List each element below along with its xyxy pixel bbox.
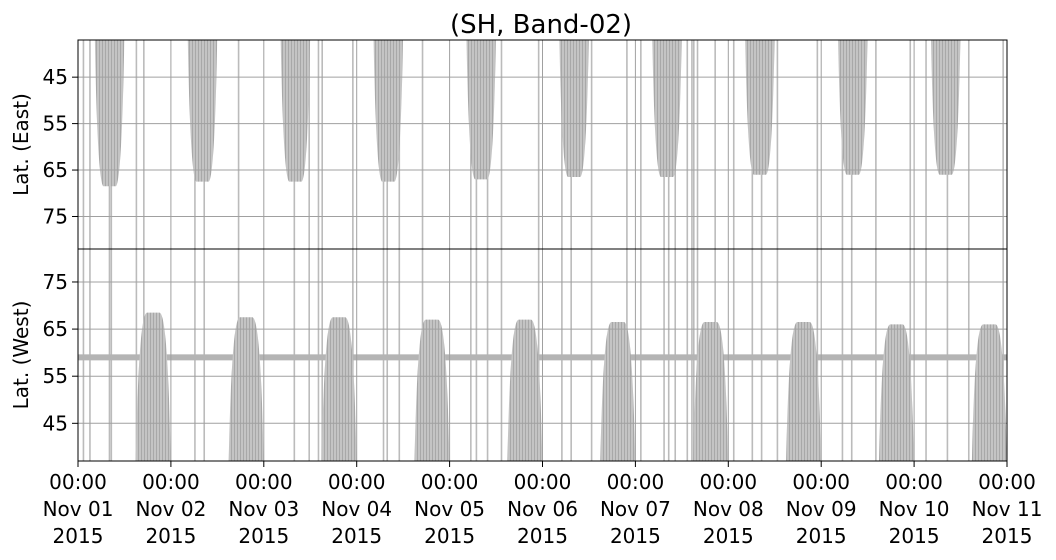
west-lobe-9 — [971, 324, 1007, 461]
east-streak-40 — [816, 40, 819, 249]
west-lobe-4 — [507, 319, 543, 461]
east-streak-33 — [692, 40, 695, 249]
east-streak-31 — [686, 40, 689, 249]
east-streak-39 — [776, 40, 779, 249]
east-ytick-label-0: 45 — [43, 65, 68, 89]
west-panel: 75 65 55 45 Lat. (West) — [9, 248, 1008, 462]
xtick-label-10: 00:00 Nov 11 2015 — [972, 470, 1043, 548]
east-streak-11 — [317, 40, 320, 249]
east-streak-47 — [967, 40, 970, 249]
east-streak-1 — [89, 40, 91, 249]
west-ytick-label-2: 55 — [43, 364, 68, 388]
east-ylabel: Lat. (East) — [9, 93, 33, 196]
east-streak-4 — [135, 40, 138, 249]
east-lobe-1 — [187, 40, 218, 182]
east-streak-21 — [500, 40, 503, 249]
xtick-label-8: 00:00 Nov 09 2015 — [786, 470, 857, 548]
xtick-label-0: 00:00 Nov 01 2015 — [43, 470, 114, 548]
east-streak-17 — [421, 40, 424, 249]
east-streak-25 — [590, 40, 593, 249]
east-lobe-8 — [838, 40, 868, 175]
east-lobe-5 — [559, 40, 589, 178]
xtick-label-7: 00:00 Nov 08 2015 — [693, 470, 764, 548]
east-streak-32 — [691, 40, 693, 249]
east-streak-43 — [875, 40, 877, 249]
xtick-label-2: 00:00 Nov 03 2015 — [228, 470, 299, 548]
west-ytick-label-0: 75 — [43, 270, 68, 294]
west-lobe-1 — [228, 317, 264, 461]
east-streak-27 — [640, 40, 642, 249]
west-ylabel: Lat. (West) — [9, 301, 33, 410]
west-lobe-3 — [414, 319, 450, 461]
xtick-label-4: 00:00 Nov 05 2015 — [414, 470, 485, 548]
east-streak-36 — [732, 40, 735, 249]
west-ytick-label-3: 45 — [43, 411, 68, 435]
east-ytick-label-3: 75 — [43, 204, 68, 228]
xtick-label-5: 00:00 Nov 06 2015 — [507, 470, 578, 548]
xtick-label-6: 00:00 Nov 07 2015 — [600, 470, 671, 548]
xtick-label-1: 00:00 Nov 02 2015 — [135, 470, 206, 548]
east-lobe-6 — [652, 40, 682, 178]
east-streak-13 — [352, 40, 354, 249]
xtick-label-9: 00:00 Nov 10 2015 — [879, 470, 950, 548]
west-lobe-8 — [879, 324, 914, 461]
chart-title: (SH, Band-02) — [450, 10, 632, 40]
east-streak-35 — [714, 40, 716, 249]
east-lobe-9 — [931, 40, 961, 175]
west-ytick-label-1: 65 — [43, 317, 68, 341]
east-ytick-label-1: 55 — [43, 112, 68, 136]
east-streak-26 — [626, 40, 628, 249]
west-lobe-7 — [786, 322, 821, 461]
east-streak-0 — [82, 40, 85, 249]
east-lobe-2 — [280, 40, 311, 182]
east-panel: 45 55 65 75 Lat. (East) — [9, 39, 1008, 250]
east-streak-48 — [1002, 40, 1004, 249]
xtick-label-3: 00:00 Nov 04 2015 — [321, 470, 392, 548]
east-ytick-label-2: 65 — [43, 158, 68, 182]
east-streak-5 — [143, 40, 145, 249]
east-lobe-0 — [94, 40, 125, 187]
east-streak-45 — [925, 40, 927, 249]
east-streak-44 — [909, 40, 912, 249]
west-lobe-2 — [321, 317, 357, 461]
west-lobe-5 — [600, 322, 636, 461]
east-lobe-3 — [373, 40, 403, 182]
east-lobe-4 — [466, 40, 496, 180]
east-lobe-7 — [745, 40, 775, 175]
west-lobe-6 — [693, 322, 729, 461]
east-streak-12 — [321, 40, 323, 249]
x-axis: 00:00 Nov 01 2015 00:00 Nov 02 2015 00:00 Nov 0… — [43, 461, 1043, 548]
east-streak-34 — [696, 40, 699, 249]
east-streak-23 — [561, 40, 563, 249]
east-streak-8 — [237, 40, 240, 249]
east-streak-22 — [537, 40, 540, 249]
east-streak-10 — [308, 40, 310, 249]
west-lobe-0 — [135, 312, 171, 461]
